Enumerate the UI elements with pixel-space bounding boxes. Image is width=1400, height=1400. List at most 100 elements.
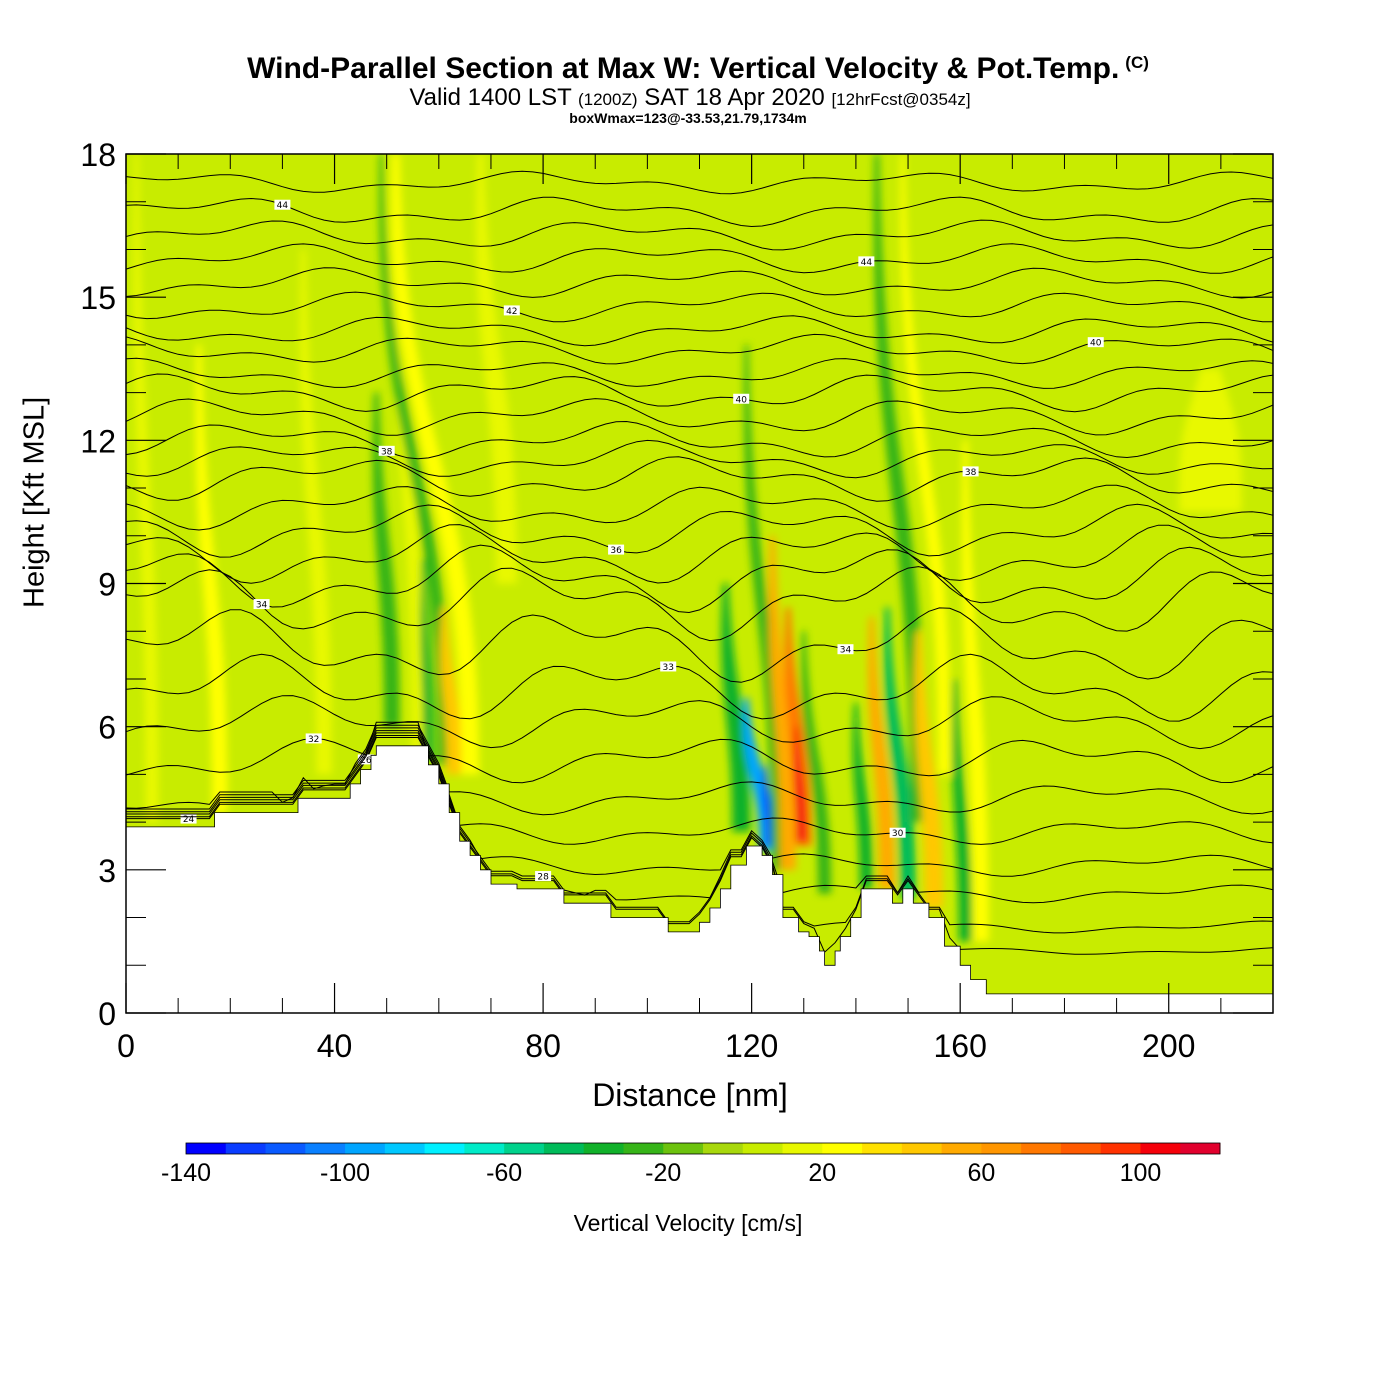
theta-contour xyxy=(126,170,1273,195)
velocity-band xyxy=(900,154,952,775)
colorbar-swatch xyxy=(305,1143,346,1154)
velocity-band xyxy=(768,535,796,870)
contour-label-bg xyxy=(837,644,854,655)
theta-contour xyxy=(126,503,1273,558)
colorbar-tick-label: 100 xyxy=(1120,1159,1162,1187)
contour-label-bg xyxy=(733,393,750,404)
colorbar-swatch xyxy=(504,1143,545,1154)
theta-contour xyxy=(126,695,1273,750)
x-tick-label: 160 xyxy=(933,1028,986,1064)
velocity-band xyxy=(951,678,972,942)
box-info: boxWmax=123@-33.53,21.79,1734m xyxy=(569,110,807,126)
theta-contour xyxy=(126,196,1273,228)
y-axis-title: Height [Kft MSL] xyxy=(18,396,51,608)
colorbar-frame xyxy=(185,1142,1221,1155)
x-tick-label: 0 xyxy=(117,1028,135,1064)
theta-contours: 24 26 28 30 32 33 34 34 36 38 38 40 40 42 44 44 xyxy=(126,170,1273,955)
velocity-band xyxy=(784,607,812,846)
y-tick-label: 6 xyxy=(98,710,116,746)
contour-label: 24 xyxy=(183,815,195,825)
contour-label: 34 xyxy=(256,601,268,611)
colorbar-swatch xyxy=(225,1143,267,1154)
velocity-band xyxy=(1179,368,1242,512)
colorbar-swatch xyxy=(822,1143,863,1154)
colorbar-swatch xyxy=(1180,1143,1221,1154)
contour-label: 33 xyxy=(662,663,673,673)
colorbar-swatch xyxy=(663,1143,704,1154)
y-tick-label: 0 xyxy=(98,996,116,1032)
velocity-band xyxy=(420,559,434,761)
contour-label-bg xyxy=(608,544,625,555)
contour-label: 26 xyxy=(360,756,372,766)
colorbar-swatch xyxy=(345,1143,386,1154)
colorbar-swatch xyxy=(901,1143,943,1154)
theta-contour xyxy=(126,439,1273,479)
theta-contour xyxy=(126,373,1273,413)
velocity-band xyxy=(868,616,896,889)
velocity-band xyxy=(195,344,228,813)
colorbar-swatch xyxy=(742,1143,784,1154)
velocity-band xyxy=(133,154,159,823)
theta-contour xyxy=(126,315,1273,347)
colorbar-tick-label: -140 xyxy=(161,1159,211,1187)
velocity-band xyxy=(914,631,944,909)
y-tick-label: 12 xyxy=(80,423,116,459)
colorbar-title: Vertical Velocity [cm/s] xyxy=(573,1210,803,1236)
velocity-band xyxy=(763,764,774,846)
x-tick-label: 200 xyxy=(1142,1028,1195,1064)
theta-contour xyxy=(126,357,1273,389)
colorbar-swatch xyxy=(583,1143,624,1154)
theta-contour xyxy=(126,730,1273,877)
colorbar-tick-label: 20 xyxy=(808,1159,836,1187)
velocity-band xyxy=(379,154,451,765)
colorbar-swatch xyxy=(1100,1143,1141,1154)
x-tick-label: 120 xyxy=(725,1028,778,1064)
theta-contour xyxy=(126,653,1273,722)
colorbar-tick-label: -60 xyxy=(486,1159,522,1187)
theta-contour xyxy=(126,484,1273,531)
theta-contour xyxy=(126,420,1273,460)
velocity-band xyxy=(793,726,807,842)
contour-label-bg xyxy=(535,871,552,882)
velocity-band xyxy=(961,440,989,942)
contour-label: 40 xyxy=(735,395,747,405)
colorbar-tick-label: -100 xyxy=(320,1159,370,1187)
velocity-band xyxy=(393,154,480,775)
colorbar-swatch xyxy=(464,1143,505,1154)
contour-label: 38 xyxy=(965,468,977,478)
contour-label: 30 xyxy=(892,829,904,839)
colorbar-swatch xyxy=(1060,1143,1102,1154)
x-axis-title: Distance [nm] xyxy=(592,1077,788,1113)
theta-contour xyxy=(126,219,1273,251)
contour-label-bg xyxy=(503,305,520,316)
theta-contour xyxy=(126,544,1273,614)
contour-label: 38 xyxy=(381,447,393,457)
y-tick-label: 18 xyxy=(80,137,116,173)
colorbar-swatch xyxy=(623,1143,664,1154)
contour-label-bg xyxy=(253,599,270,610)
theta-contour xyxy=(126,724,1273,816)
x-tick-label: 80 xyxy=(525,1028,561,1064)
contour-label: 28 xyxy=(537,873,549,883)
velocity-band xyxy=(744,344,785,870)
colorbar-swatch xyxy=(1021,1143,1062,1154)
terrain-mask xyxy=(126,745,1273,1013)
colorbar-swatch xyxy=(703,1143,744,1154)
theta-contour xyxy=(126,732,1273,904)
contour-label-bg xyxy=(305,733,322,744)
contour-label-bg xyxy=(1087,337,1104,348)
contour-label-bg xyxy=(660,661,677,672)
contour-label-bg xyxy=(357,754,374,765)
chart-title: Wind-Parallel Section at Max W: Vertical… xyxy=(247,52,1149,85)
theta-contour xyxy=(126,727,1273,845)
contour-label: 32 xyxy=(308,735,319,745)
chart-subtitle: Valid 1400 LST (1200Z) SAT 18 Apr 2020 [… xyxy=(409,84,971,111)
velocity-band xyxy=(852,702,873,889)
colorbar-swatch xyxy=(384,1143,426,1154)
contour-label: 40 xyxy=(1090,339,1102,349)
colorbar-swatch xyxy=(424,1143,465,1154)
terrain-profile xyxy=(126,745,1273,1013)
contour-label: 44 xyxy=(861,258,873,268)
